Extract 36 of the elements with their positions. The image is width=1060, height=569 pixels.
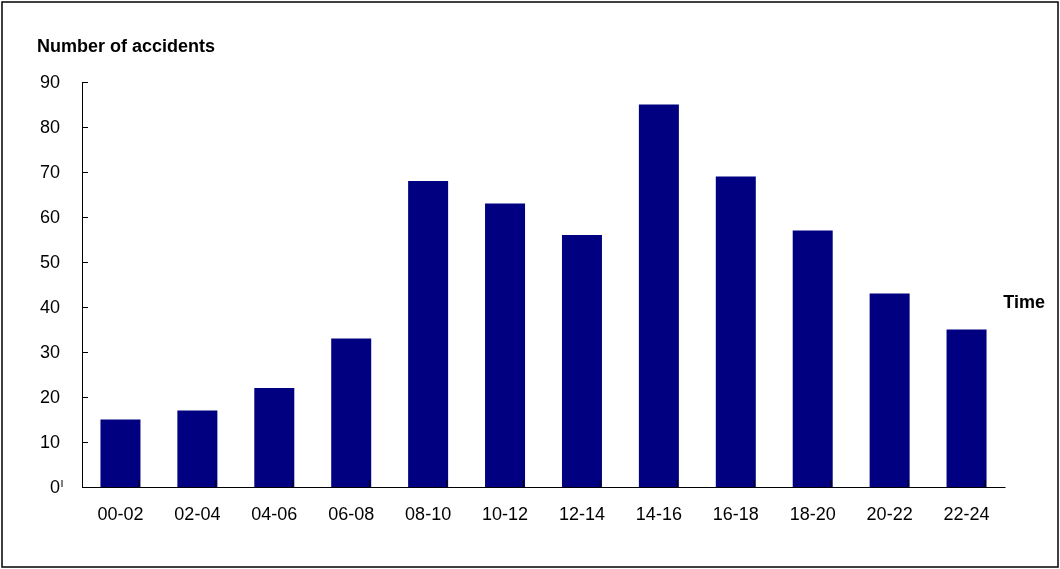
x-tick-label: 10-12	[482, 503, 529, 524]
y-tick-label: 10	[39, 432, 60, 453]
y-tick-label: 90	[39, 72, 60, 93]
bar	[485, 203, 526, 487]
bar	[638, 104, 679, 487]
x-tick-label: 22-24	[943, 503, 990, 524]
bar	[254, 388, 295, 487]
x-tick-label: 18-20	[789, 503, 836, 524]
bar	[792, 230, 833, 487]
y-tick-label: 50	[39, 252, 60, 273]
x-tick-label: 06-08	[328, 503, 375, 524]
bar	[946, 329, 987, 487]
x-tick-label: 04-06	[251, 503, 298, 524]
x-tick-label: 12-14	[558, 503, 605, 524]
y-tick-label: 30	[39, 342, 60, 363]
bar	[177, 410, 218, 487]
x-tick-label: 00-02	[97, 503, 144, 524]
bar	[408, 181, 449, 487]
x-tick-label: 08-10	[405, 503, 452, 524]
bar	[715, 176, 756, 487]
y-axis-title: Number of accidents	[37, 36, 216, 56]
bar	[331, 338, 372, 487]
y-tick-label: 40	[39, 297, 60, 318]
x-axis-title: Time	[1003, 292, 1045, 312]
x-tick-label: 16-18	[712, 503, 759, 524]
x-tick-label: 02-04	[174, 503, 221, 524]
y-tick-label: 70	[39, 162, 60, 183]
x-tick-label: 20-22	[866, 503, 913, 524]
y-tick-label: 20	[39, 387, 60, 408]
y-tick-label: 80	[39, 117, 60, 138]
y-tick-label: 60	[39, 207, 60, 228]
bar	[561, 235, 602, 487]
bar	[869, 293, 910, 487]
x-tick-label: 14-16	[635, 503, 682, 524]
y-tick-label: 0	[49, 477, 60, 498]
bar	[100, 419, 141, 487]
